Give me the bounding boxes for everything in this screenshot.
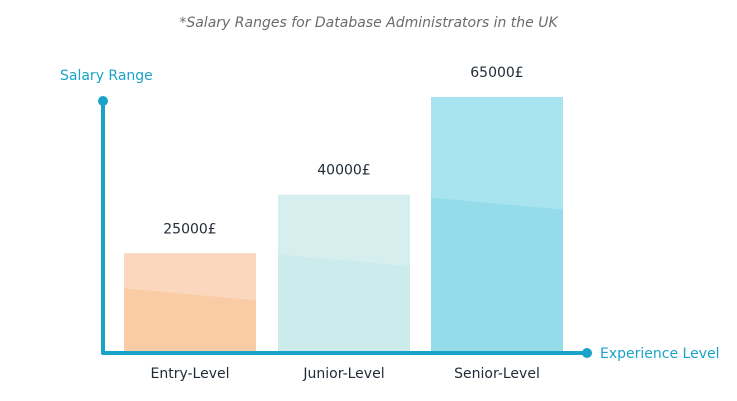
bar-highlight-junior-level	[278, 194, 410, 267]
value-label-junior-level: 40000£	[317, 163, 370, 179]
bar-highlight-entry-level	[124, 253, 256, 301]
tick-label-senior-level: Senior-Level	[454, 366, 540, 382]
x-axis-end-dot	[582, 348, 592, 358]
chart-title: *Salary Ranges for Database Administrato…	[179, 15, 558, 31]
x-axis-label: Experience Level	[600, 346, 719, 362]
tick-label-entry-level: Entry-Level	[150, 366, 229, 382]
tick-label-junior-level: Junior-Level	[302, 366, 384, 382]
value-label-entry-level: 25000£	[163, 221, 216, 237]
y-axis-end-dot	[98, 96, 108, 106]
y-axis-label: Salary Range	[60, 68, 153, 84]
value-label-senior-level: 65000£	[470, 65, 523, 81]
bar-highlight-senior-level	[431, 97, 563, 210]
bars-group: 25000£ Entry-Level 40000£ Junior-Level 65000…	[124, 65, 563, 382]
